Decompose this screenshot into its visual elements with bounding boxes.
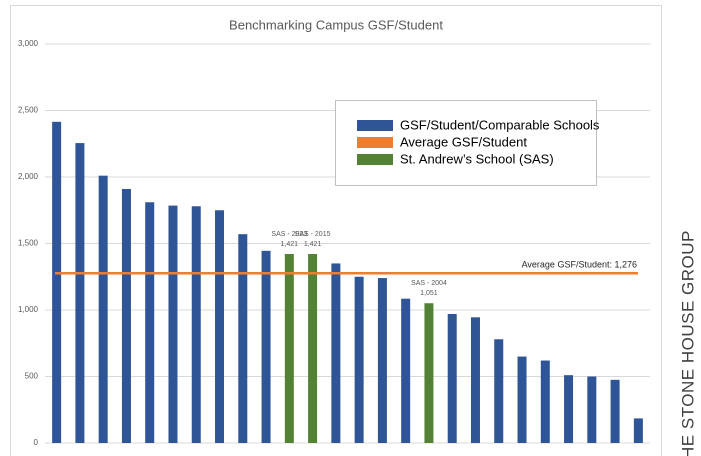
bar — [75, 143, 85, 443]
bar-note: SAS - 2023 — [271, 231, 307, 238]
bar — [354, 276, 364, 443]
y-tick-label: 3,000 — [18, 39, 39, 48]
bar — [191, 206, 201, 443]
bar — [610, 379, 620, 443]
y-tick-label: 2,000 — [18, 172, 39, 181]
y-tick-label: 500 — [25, 372, 39, 381]
chart-title: Benchmarking Campus GSF/Student — [229, 17, 443, 32]
bar-note: SAS - 2015 — [295, 231, 331, 238]
bar — [494, 339, 504, 443]
legend-label: St. Andrew’s School (SAS) — [400, 151, 554, 166]
bar — [401, 298, 411, 443]
bar — [308, 254, 318, 443]
legend-swatch — [357, 154, 393, 165]
legend-label: Average GSF/Student — [400, 134, 527, 149]
bar — [98, 175, 108, 444]
bar — [215, 210, 225, 443]
value-label: 1,421 — [281, 241, 299, 248]
bar-note: SAS - 2004 — [411, 280, 447, 287]
bar — [331, 263, 341, 443]
y-tick-label: 0 — [34, 438, 39, 447]
bar — [470, 317, 480, 443]
bar — [145, 202, 155, 443]
value-label: 1,051 — [420, 290, 438, 297]
bar — [168, 205, 178, 443]
y-tick-label: 1,500 — [18, 239, 39, 248]
legend-swatch — [357, 120, 393, 131]
bar — [424, 303, 434, 443]
bar — [447, 313, 457, 443]
bar — [377, 278, 387, 443]
bar — [284, 254, 294, 443]
legend-swatch — [357, 137, 393, 148]
bar — [261, 250, 271, 443]
bar — [52, 121, 62, 444]
bar — [238, 234, 248, 443]
bar — [121, 188, 131, 443]
y-tick-label: 1,000 — [18, 305, 39, 314]
bar — [633, 418, 643, 443]
watermark: THE STONE HOUSE GROUP — [678, 230, 697, 456]
value-label: 1,421 — [304, 241, 322, 248]
bar — [564, 375, 574, 443]
legend-label: GSF/Student/Comparable Schools — [400, 117, 600, 132]
y-tick-label: 2,500 — [18, 106, 39, 115]
bar — [587, 376, 597, 443]
average-label: Average GSF/Student: 1,276 — [522, 260, 637, 270]
bar — [517, 356, 527, 443]
bar — [540, 360, 550, 443]
